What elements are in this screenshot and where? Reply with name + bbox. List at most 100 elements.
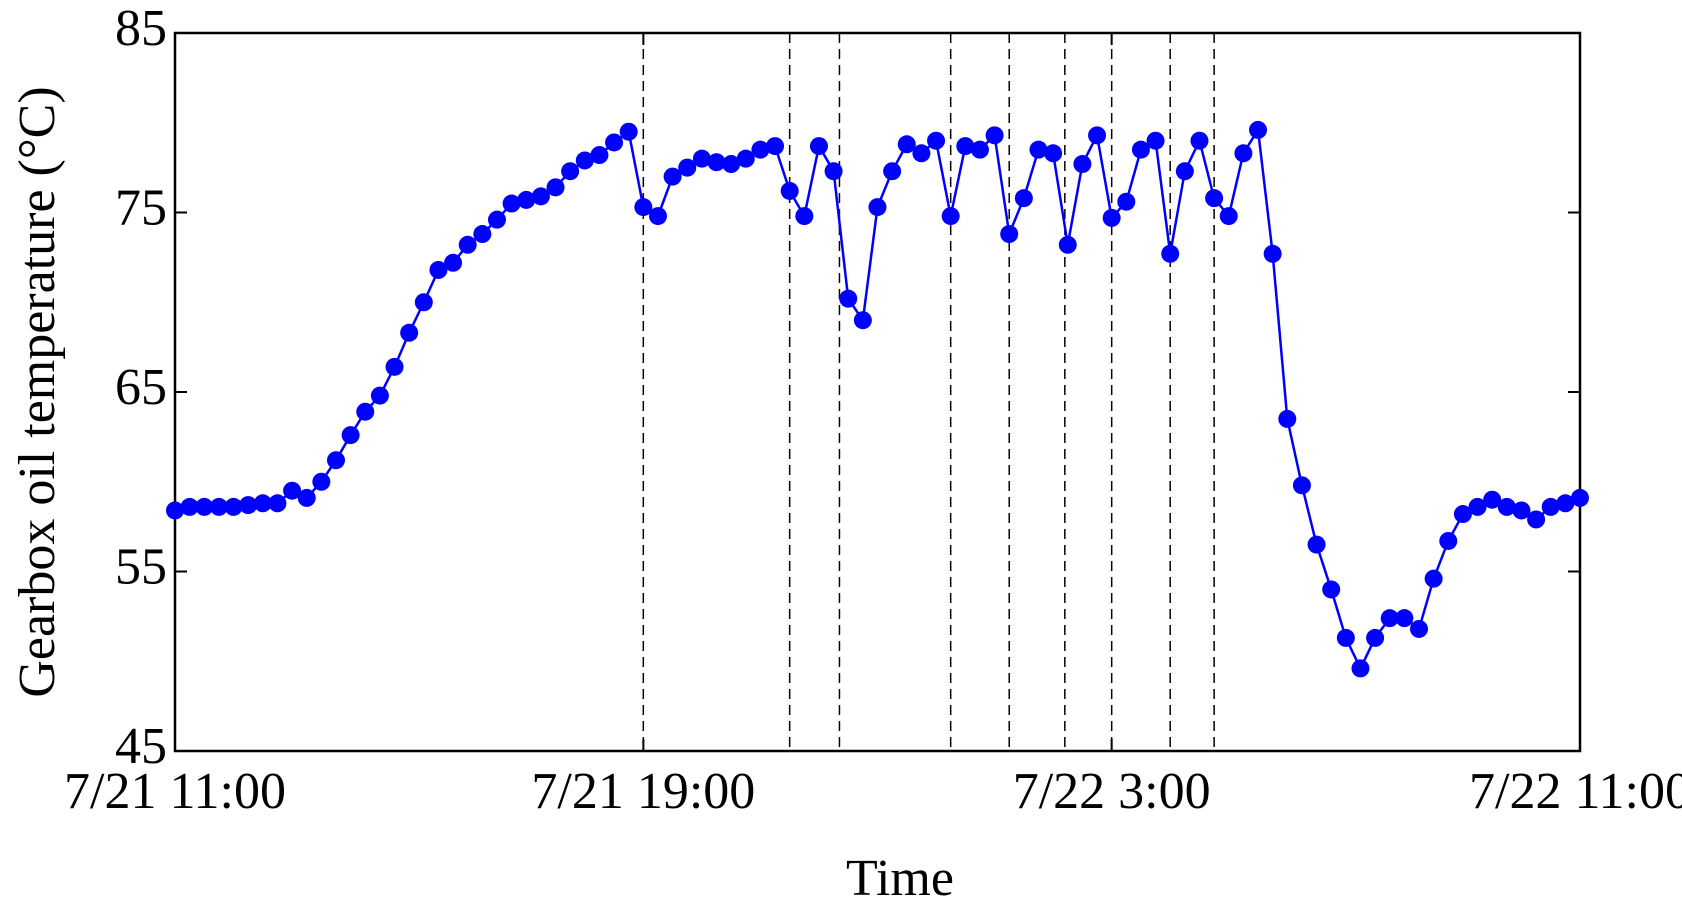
data-point [590,146,609,165]
data-point [1439,531,1458,550]
data-point [648,207,667,226]
data-point [692,149,711,168]
data-point [326,451,345,470]
data-point [1278,409,1297,428]
data-point [502,194,521,213]
data-point [722,155,741,174]
data-point [531,187,550,206]
data-point [166,501,184,520]
data-point [605,133,624,152]
data-point [927,131,946,150]
data-point [795,207,814,226]
data-point [444,253,463,272]
data-point [429,260,448,279]
data-point [1219,207,1238,226]
x-tick-label: 7/21 11:00 [64,763,286,820]
y-axis-title: Gearbox oil temperature (°C) [9,86,66,697]
data-point [678,158,697,177]
data-point [1175,162,1194,181]
data-point [1234,144,1253,163]
data-point [1292,476,1311,495]
y-tick-label: 55 [115,538,167,595]
data-point [180,497,199,516]
data-point [1161,244,1180,263]
data-point [853,311,872,330]
y-tick-label: 75 [115,179,167,236]
y-tick-label: 45 [115,718,167,775]
x-axis-title: Time [846,850,954,907]
data-point [473,225,492,244]
data-point [253,494,272,513]
data-point [766,137,785,156]
data-point [941,207,960,226]
data-point [1044,144,1063,163]
data-point [780,181,799,200]
data-point [751,140,770,159]
x-tick-label: 7/21 19:00 [531,763,755,820]
data-point [970,140,989,159]
data-point [1453,505,1472,524]
data-point [385,357,404,376]
data-point [1058,235,1077,254]
data-point [1527,510,1546,529]
data-point [341,426,360,445]
data-point [883,162,902,181]
data-point [283,481,302,500]
data-point [209,497,228,516]
data-point [1117,192,1136,211]
data-point [736,149,755,168]
data-point [1468,497,1487,516]
data-point [546,178,565,197]
data-point [370,386,389,405]
data-point [839,289,858,308]
data-point [195,497,214,516]
data-point [487,210,506,229]
data-point [1556,494,1575,513]
data-point [1249,120,1268,139]
data-point [297,488,316,507]
data-point [414,293,433,312]
data-point [897,135,916,154]
data-point [1571,488,1589,507]
y-tick-label: 65 [115,359,167,416]
data-point [224,497,243,516]
data-point [1029,140,1048,159]
data-point [1073,155,1092,174]
data-point [707,153,726,172]
data-point [663,167,682,186]
data-point [1424,569,1443,588]
data-point [619,122,638,141]
data-point [575,151,594,170]
data-point [912,144,931,163]
data-point [1366,628,1385,647]
data-point [985,126,1004,145]
data-point [268,494,287,513]
data-point [458,235,477,254]
x-tick-label: 7/22 3:00 [1013,763,1211,820]
data-point [634,198,653,217]
data-point [868,198,887,217]
data-point [1410,619,1429,638]
y-tick-label: 85 [115,0,167,57]
data-point [824,162,843,181]
data-point [1131,140,1150,159]
x-tick-label: 7/22 11:00 [1469,763,1682,820]
data-point [356,402,375,421]
data-point [1088,126,1107,145]
data-point [517,190,536,209]
data-point [1190,131,1209,150]
plot-frame [173,31,1582,753]
data-point [312,472,331,491]
data-point [1205,189,1224,208]
data-point [809,137,828,156]
data-point [1000,225,1019,244]
data-point [1146,131,1165,150]
data-point [1380,609,1399,628]
data-point [1014,189,1033,208]
data-point [1307,535,1326,554]
data-point [239,496,258,515]
data-point [1541,497,1560,516]
data-point [1512,501,1531,520]
data-point [1336,628,1355,647]
